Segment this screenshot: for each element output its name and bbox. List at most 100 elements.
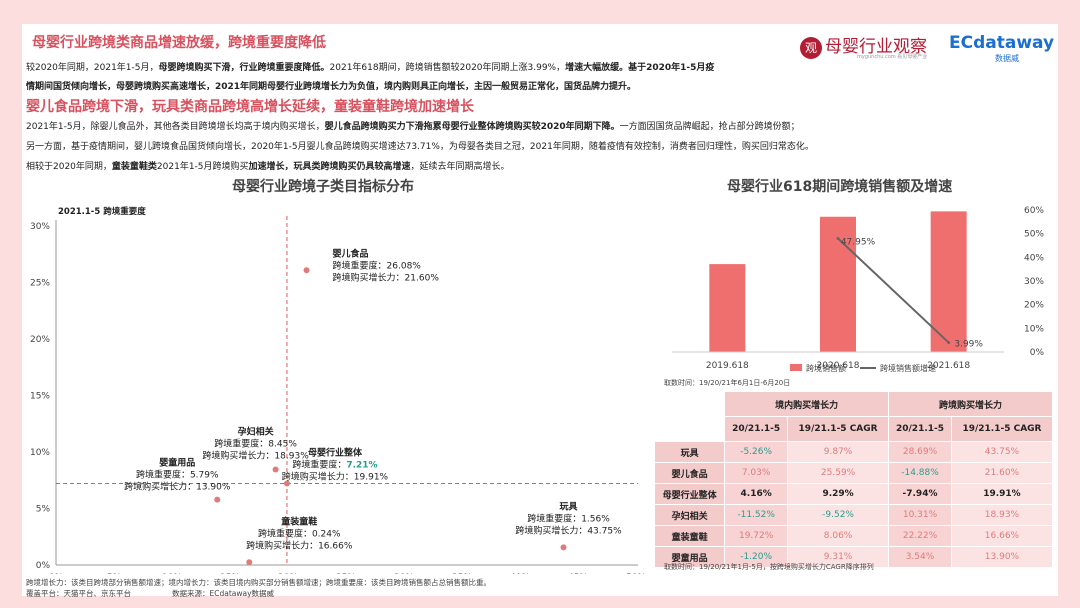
point-growth-label: 跨境购买增长力：19.91% xyxy=(282,471,389,483)
paragraph-4: 另一方面，基于疫情期间，婴儿跨境食品国货倾向增长，2020年1-5月婴儿食品跨境… xyxy=(26,142,814,152)
table-row: 婴童用品 -1.20% 9.31% 3.54% 13.90% xyxy=(653,546,1054,568)
p5e: ，延续去年同期高增长。 xyxy=(410,162,510,172)
p1c: 2021年618期间，跨境销售额较2020年同期上涨3.99%， xyxy=(329,63,566,73)
table-group-header: 境内购买增长力 xyxy=(724,391,890,417)
p1a: 较2020年同期，2021年1-5月， xyxy=(26,63,159,73)
y-tick-label: 25% xyxy=(30,279,50,289)
point-growth-label: 跨境购买增长力：43.75% xyxy=(515,524,622,536)
table-row-label: 婴童用品 xyxy=(653,546,726,568)
table-sub-header: 20/21.1-5 xyxy=(888,416,952,442)
scatter-point xyxy=(303,267,310,274)
paragraph-3: 2021年1-5月，除婴儿食品外，其他各类目跨境增长均高于境内购买增长，婴儿食品… xyxy=(26,119,800,132)
paragraph-1: 较2020年同期，2021年1-5月，母婴跨境购买下滑，行业跨境重要度降低。20… xyxy=(26,60,714,73)
legend-bar-label: 跨境销售额 xyxy=(806,363,846,373)
y2-tick-label: 40% xyxy=(1024,253,1044,263)
table-cell: -7.94% xyxy=(888,483,952,505)
table-cell: 9.29% xyxy=(787,483,890,505)
table-sub-header: 20/21.1-5 xyxy=(724,416,789,442)
p5c: 2021年1-5月跨境购买 xyxy=(156,162,249,172)
y-axis-title: 2021.1-5 跨境重要度 xyxy=(58,206,146,217)
table-cell: 7.03% xyxy=(724,462,789,484)
table-cell: 25.59% xyxy=(787,462,890,484)
scatter-point xyxy=(246,559,253,566)
table-row: 玩具 -5.26% 9.87% 28.69% 43.75% xyxy=(653,441,1054,463)
footer-definitions: 跨境增长力：该类目跨境部分销售额增速；境内增长力：该类目境内购买部分销售额增速；… xyxy=(26,578,491,587)
x-tick-label: 15% xyxy=(220,573,240,574)
y2-tick-label: 0% xyxy=(1030,348,1045,358)
point-growth-label: 跨境购买增长力：16.66% xyxy=(246,539,353,551)
brand-name-1: 母婴行业观察 xyxy=(825,37,927,57)
brand-sub-1: mygunchu.com 看见母婴产业 xyxy=(857,54,928,60)
point-name-label: 玩具 xyxy=(559,501,577,512)
x-tick-label: 30% xyxy=(394,573,414,574)
x-tick-label: 2019.618 xyxy=(706,361,749,371)
growth-line xyxy=(837,237,950,344)
x-tick-label: 40% xyxy=(510,573,530,574)
table-cell: -1.20% xyxy=(724,546,789,568)
table-corner xyxy=(653,391,726,442)
brand-logo-2: ECdataway xyxy=(949,33,1055,53)
x-tick-label: 25% xyxy=(336,573,356,574)
point-importance-label: 跨境重要度：5.79% xyxy=(136,469,219,481)
x-tick-label: 10% xyxy=(162,573,182,574)
scatter-point xyxy=(283,480,290,487)
bar xyxy=(930,211,967,352)
x-tick-label: 0% xyxy=(49,573,64,574)
scatter-chart: 0% 5% 10% 15% 20% 25% 30% 0% 5% 10% 15% 20% 25% 30% 35… xyxy=(30,206,646,574)
y-tick-label: 10% xyxy=(30,448,50,458)
x-tick-label: 2021.618 xyxy=(927,361,970,371)
x-tick-label: 5% xyxy=(107,573,122,574)
table-cell: 16.66% xyxy=(950,525,1054,547)
point-name-label: 婴儿食品 xyxy=(333,247,369,259)
table-cell: 3.54% xyxy=(888,546,952,568)
point-importance-highlight: 7.21% xyxy=(346,461,377,471)
table-cell: -11.52% xyxy=(724,504,789,526)
legend-line-label: 跨境销售额增速 xyxy=(880,363,936,373)
p5d: 加速增长，玩具类跨境购买仍具较高增速 xyxy=(248,162,411,172)
table-cell: 13.90% xyxy=(950,546,1054,568)
table-row-label: 母婴行业整体 xyxy=(653,483,726,505)
x-tick-label: 50% xyxy=(626,573,646,574)
table-body: 玩具 -5.26% 9.87% 28.69% 43.75% 婴儿食品 7.03% 25.59%… xyxy=(653,441,1054,568)
growth-point xyxy=(836,237,840,241)
table-cell: 21.60% xyxy=(950,462,1054,484)
growth-value-label: 47.95% xyxy=(841,238,876,248)
table-group-header: 跨境购买增长力 xyxy=(888,391,1053,417)
point-importance-label: 跨境重要度：1.56% xyxy=(527,512,610,524)
table-cell: 43.75% xyxy=(950,441,1054,463)
point-growth-label: 跨境购买增长力：21.60% xyxy=(333,271,440,283)
x-tick-label: 45% xyxy=(568,573,588,574)
table-row-label: 童装童鞋 xyxy=(653,525,726,547)
table-row: 母婴行业整体 4.16% 9.29% -7.94% 19.91% xyxy=(653,483,1054,505)
y-tick-label: 20% xyxy=(30,335,50,345)
p5b: 童装童鞋类 xyxy=(111,162,157,172)
scatter-point xyxy=(560,544,567,551)
p3b: 婴儿食品跨境购买力下滑拖累母婴行业整体跨境购买较2020年同期下降。 xyxy=(324,122,620,132)
y-tick-label: 15% xyxy=(30,392,50,402)
table-cell: 19.72% xyxy=(724,525,789,547)
y-tick-label: 30% xyxy=(30,222,50,232)
point-importance-label: 跨境重要度：8.45% xyxy=(214,438,297,450)
table-cell: -14.88% xyxy=(888,462,952,484)
y2-tick-label: 60% xyxy=(1024,206,1044,216)
y2-tick-label: 30% xyxy=(1024,277,1044,287)
point-importance-label: 跨境重要度：7.21% xyxy=(292,459,377,471)
paragraph-2: 情期间国货倾向增长，母婴跨境购买高速增长，2021年同期母婴行业跨境增长力为负值… xyxy=(26,82,637,92)
bar-chart: 0% 10% 20% 30% 40% 50% 60% 2019.618 2020.618 2021… xyxy=(672,206,1045,373)
table-row: 婴儿食品 7.03% 25.59% -14.88% 21.60% xyxy=(653,462,1054,484)
brand-sub-2: 数据威 xyxy=(995,54,1019,63)
table-sub-header: 19/21.1-5 CAGR xyxy=(950,416,1054,442)
point-importance-label: 跨境重要度：0.24% xyxy=(258,527,341,539)
legend-bar-swatch xyxy=(790,364,802,371)
slide: 母婴行业跨境类商品增速放缓，跨境重要度降低 观母婴行业观察 mygunchu.c… xyxy=(22,24,1058,598)
p3a: 2021年1-5月，除婴儿食品外，其他各类目跨境增长均高于境内购买增长， xyxy=(26,122,325,132)
y2-tick-label: 20% xyxy=(1024,301,1044,311)
bar-chart-source: 取数时间：19/20/21年6月1日-6月20日 xyxy=(664,379,791,387)
footer-platforms: 覆盖平台：天猫平台、京东平台 xyxy=(26,589,131,598)
table-cell: -9.52% xyxy=(787,504,890,526)
table-row: 童装童鞋 19.72% 8.06% 22.22% 16.66% xyxy=(653,525,1054,547)
point-growth-label: 跨境购买增长力：13.90% xyxy=(124,481,231,493)
growth-point xyxy=(947,341,951,345)
growth-table: 境内购买增长力 跨境购买增长力 20/21.1-5 19/21.1-5 CAGR… xyxy=(653,391,1054,568)
table-cell: 9.87% xyxy=(787,441,890,463)
